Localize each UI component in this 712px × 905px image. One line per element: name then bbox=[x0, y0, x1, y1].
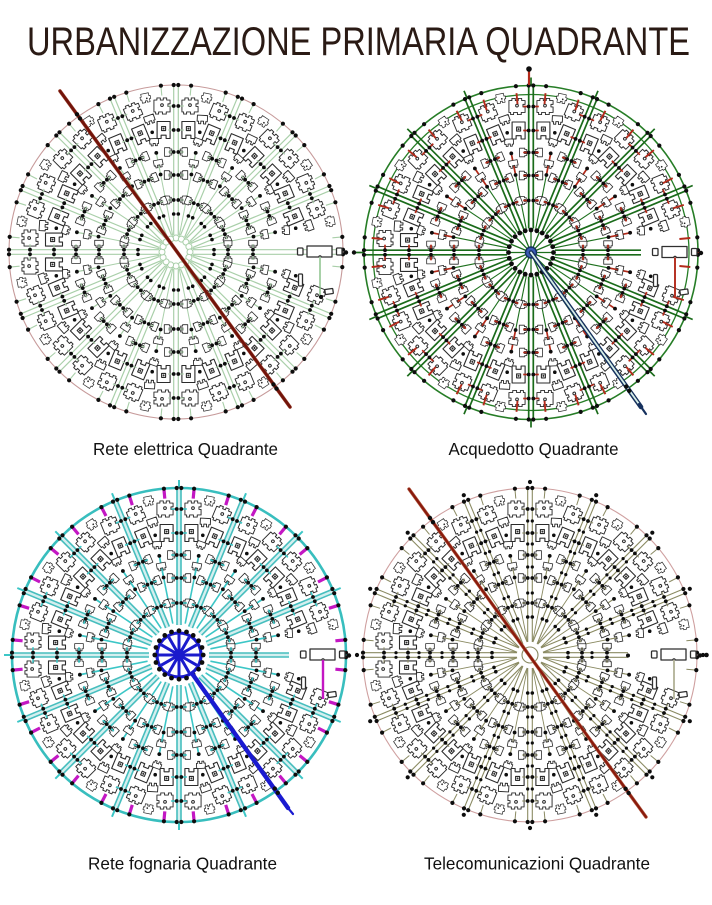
svg-text:URBANIZZAZIONE PRIMARIA QUADRA: URBANIZZAZIONE PRIMARIA QUADRANTE bbox=[27, 20, 690, 64]
svg-text:Telecomunicazioni Quadrante: Telecomunicazioni Quadrante bbox=[424, 854, 650, 874]
svg-text:Rete elettrica Quadrante: Rete elettrica Quadrante bbox=[93, 439, 278, 459]
svg-text:Acquedotto Quadrante: Acquedotto Quadrante bbox=[449, 439, 619, 459]
svg-text:Rete fognaria Quadrante: Rete fognaria Quadrante bbox=[88, 854, 277, 874]
